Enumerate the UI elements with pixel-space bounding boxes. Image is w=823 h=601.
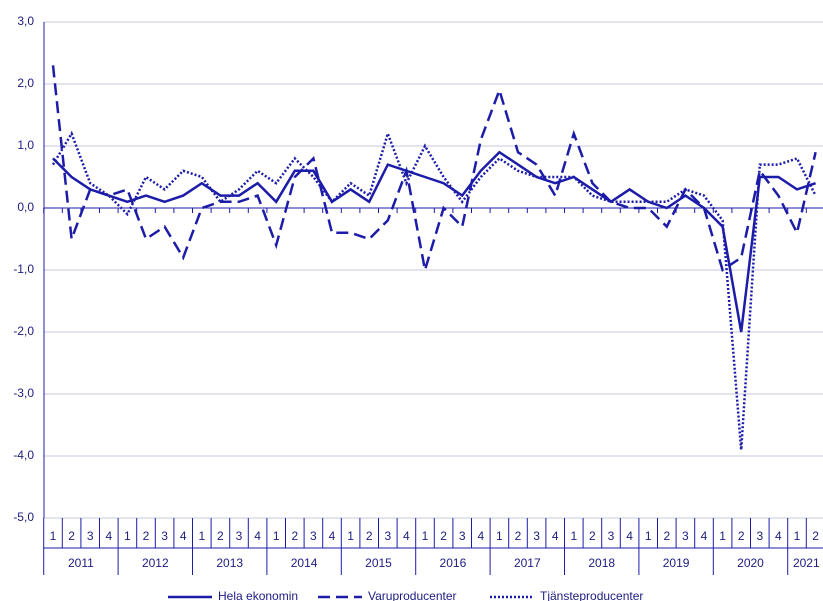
y-tick-label: 1,0 (17, 138, 34, 152)
x-tick-label: 2 (217, 529, 224, 543)
x-tick-label: 2 (515, 529, 522, 543)
x-tick-label: 1 (794, 529, 801, 543)
x-tick-label: 2 (143, 529, 150, 543)
x-tick-label: 3 (161, 529, 168, 543)
x-tick-label: 1 (496, 529, 503, 543)
x-tick-label: 4 (626, 529, 633, 543)
x-tick-label: 3 (533, 529, 540, 543)
x-tick-label: 3 (756, 529, 763, 543)
series-line (51, 129, 817, 450)
x-tick-label: 2 (291, 529, 298, 543)
x-tick-label: 1 (124, 529, 131, 543)
x-tick-label: 1 (198, 529, 205, 543)
x-tick-label: 2 (68, 529, 75, 543)
year-label: 2011 (68, 556, 94, 570)
y-tick-label: 0,0 (17, 200, 34, 214)
x-tick-label: 4 (329, 529, 336, 543)
x-tick-label: 2 (812, 529, 819, 543)
x-tick-label: 1 (570, 529, 577, 543)
x-tick-label: 4 (477, 529, 484, 543)
y-tick-label: 2,0 (17, 76, 34, 90)
x-tick-label: 3 (236, 529, 243, 543)
x-tick-label: 3 (459, 529, 466, 543)
year-label: 2020 (737, 556, 764, 570)
x-tick-label: 3 (310, 529, 317, 543)
x-tick-label: 1 (273, 529, 280, 543)
series-line (51, 65, 817, 272)
x-tick-label: 1 (50, 529, 57, 543)
year-label: 2016 (440, 556, 467, 570)
x-tick-label: 1 (347, 529, 354, 543)
x-tick-label: 3 (608, 529, 615, 543)
y-tick-label: 3,0 (17, 14, 34, 28)
y-tick-label: -4,0 (13, 448, 34, 462)
x-tick-label: 4 (403, 529, 410, 543)
x-tick-label: 3 (87, 529, 94, 543)
y-tick-label: -3,0 (13, 386, 34, 400)
x-tick-label: 2 (440, 529, 447, 543)
y-tick-label: -1,0 (13, 262, 34, 276)
year-label: 2015 (365, 556, 392, 570)
x-tick-label: 4 (552, 529, 559, 543)
x-tick-label: 4 (254, 529, 261, 543)
year-label: 2013 (216, 556, 243, 570)
x-tick-label: 2 (589, 529, 596, 543)
series-line (52, 150, 816, 333)
x-tick-label: 3 (384, 529, 391, 543)
legend-label: Varuproducenter (368, 589, 457, 601)
x-tick-label: 4 (775, 529, 782, 543)
x-tick-label: 1 (719, 529, 726, 543)
year-label: 2018 (588, 556, 615, 570)
x-tick-label: 3 (682, 529, 689, 543)
year-label: 2014 (291, 556, 318, 570)
legend-label: Tjänsteproducenter (540, 589, 643, 601)
x-tick-label: 4 (105, 529, 112, 543)
x-tick-label: 2 (366, 529, 373, 543)
x-tick-label: 2 (663, 529, 670, 543)
year-label: 2019 (663, 556, 690, 570)
x-tick-label: 4 (180, 529, 187, 543)
x-tick-label: 2 (738, 529, 745, 543)
x-tick-label: 1 (645, 529, 652, 543)
legend-label: Hela ekonomin (218, 589, 298, 601)
y-tick-label: -5,0 (13, 510, 34, 524)
y-tick-label: -2,0 (13, 324, 34, 338)
year-label: 2017 (514, 556, 541, 570)
year-label: 2021 (793, 556, 820, 570)
year-label: 2012 (142, 556, 169, 570)
x-tick-label: 4 (701, 529, 708, 543)
x-tick-label: 1 (422, 529, 429, 543)
